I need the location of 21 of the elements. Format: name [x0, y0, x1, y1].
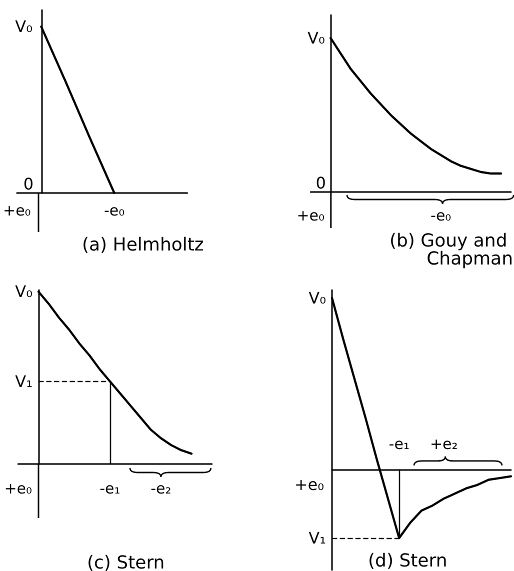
- x-tick-label: +e₀: [3, 202, 31, 220]
- x-tick-label: -e₀: [104, 202, 125, 220]
- x-tick-label: +e₀: [4, 480, 32, 498]
- text: V₀: [308, 288, 326, 308]
- annotation: 0: [316, 174, 326, 192]
- annotation: V₀: [15, 282, 32, 302]
- annotation: V₀: [308, 28, 325, 48]
- text: (a) Helmholtz: [82, 234, 204, 256]
- annotation: 0: [23, 174, 34, 194]
- x-tick-label: +e₀: [296, 206, 325, 224]
- annotation: V₀: [15, 17, 32, 36]
- x-tick-label: -e₁: [100, 480, 120, 498]
- x-tick-label: -e₂: [150, 480, 172, 498]
- ref-line-label: V₁: [308, 528, 326, 548]
- text: (b) Gouy and Chapman: [389, 230, 513, 270]
- x-tick-label: -e₀: [430, 206, 452, 224]
- ref-line-label: V₁: [15, 372, 32, 391]
- x-tick-label: -e₁: [388, 434, 410, 453]
- text: (d) Stern: [368, 550, 448, 571]
- text: (c) Stern: [87, 552, 165, 571]
- x-tick-label: +e₂: [430, 434, 458, 453]
